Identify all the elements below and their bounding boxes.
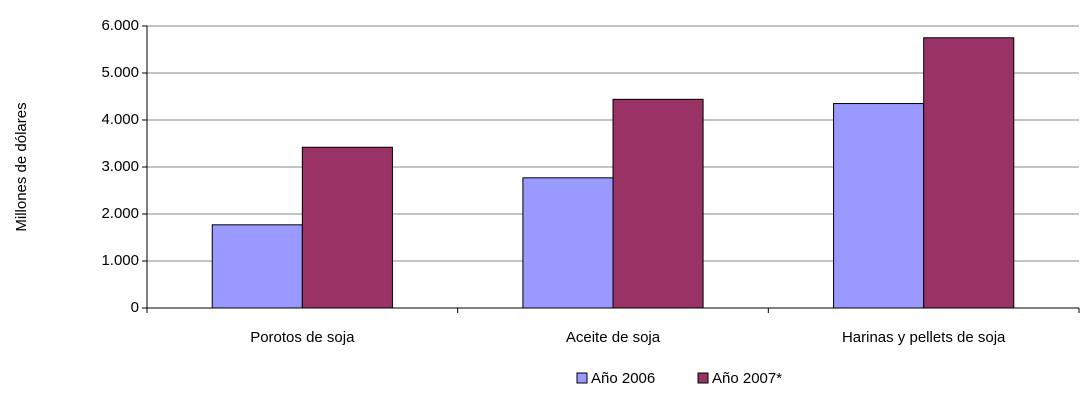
legend-label: Año 2007*: [712, 370, 782, 387]
y-tick-label: 0: [131, 299, 139, 316]
y-tick-label: 1.000: [101, 252, 139, 269]
x-tick-label: Porotos de soja: [250, 329, 355, 346]
y-axis-label: Millones de dólares: [13, 102, 30, 231]
y-tick-label: 4.000: [101, 111, 139, 128]
legend-swatch: [576, 372, 588, 384]
bar: [612, 98, 704, 309]
y-tick-label: 5.000: [101, 64, 139, 81]
x-tick-label: Harinas y pellets de soja: [842, 329, 1006, 346]
y-tick-label: 3.000: [101, 158, 139, 175]
y-tick-label: 2.000: [101, 205, 139, 222]
bar: [923, 37, 1015, 309]
bar: [211, 224, 303, 309]
y-tick-label: 6.000: [101, 17, 139, 34]
x-tick-label: Aceite de soja: [566, 329, 661, 346]
legend-swatch: [697, 372, 709, 384]
bar: [301, 146, 393, 309]
bar: [522, 177, 614, 309]
legend-label: Año 2006: [591, 370, 655, 387]
bar: [833, 103, 925, 309]
